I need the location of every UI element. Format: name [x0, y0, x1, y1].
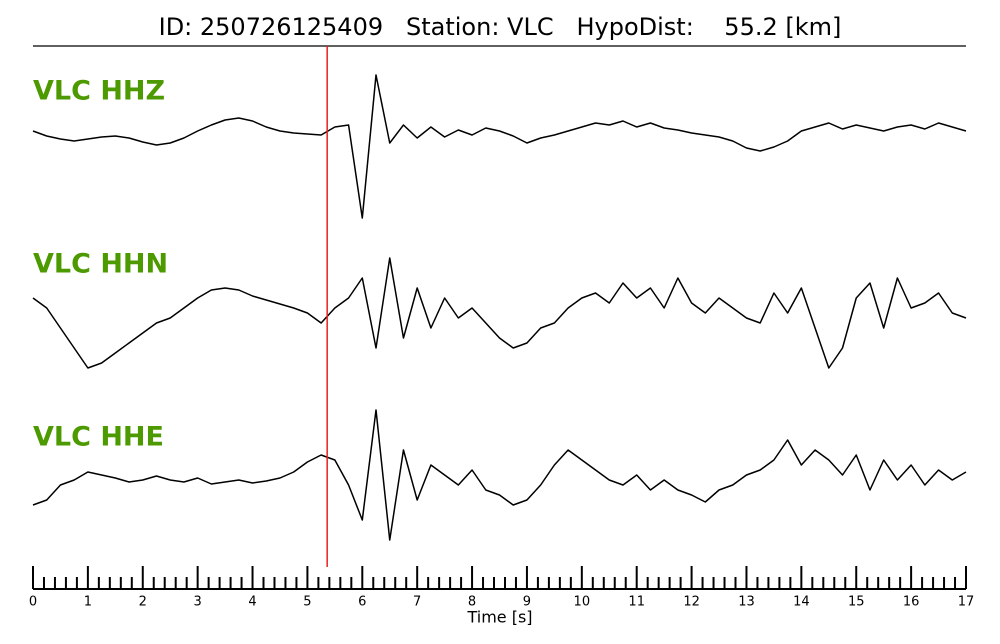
- x-tick-label: 15: [848, 595, 865, 610]
- x-tick-label: 13: [738, 595, 755, 610]
- x-tick-label: 0: [29, 595, 37, 610]
- x-tick-label: 6: [358, 595, 366, 610]
- x-tick-label: 10: [574, 595, 591, 610]
- x-tick-label: 3: [194, 595, 202, 610]
- x-tick-label: 14: [793, 595, 810, 610]
- waveform: [32, 409, 967, 541]
- x-tick-label: 4: [248, 595, 256, 610]
- waveform: [32, 74, 967, 219]
- x-tick-label: 9: [523, 595, 531, 610]
- x-tick-label: 17: [958, 595, 975, 610]
- x-tick-label: 1: [84, 595, 92, 610]
- x-tick-label: 5: [303, 595, 311, 610]
- x-tick-label: 11: [628, 595, 645, 610]
- chart-title: ID: 250726125409 Station: VLC HypoDist: …: [159, 13, 842, 41]
- x-tick-label: 8: [468, 595, 476, 610]
- waveform: [32, 257, 967, 369]
- trace-label: VLC HHZ: [33, 76, 165, 107]
- trace-label: VLC HHE: [33, 422, 164, 453]
- trace-label: VLC HHN: [33, 249, 168, 280]
- x-axis-label: Time [s]: [466, 608, 532, 627]
- x-tick-label: 12: [683, 595, 700, 610]
- x-tick-label: 2: [139, 595, 147, 610]
- x-tick-label: 7: [413, 595, 421, 610]
- x-tick-label: 16: [903, 595, 920, 610]
